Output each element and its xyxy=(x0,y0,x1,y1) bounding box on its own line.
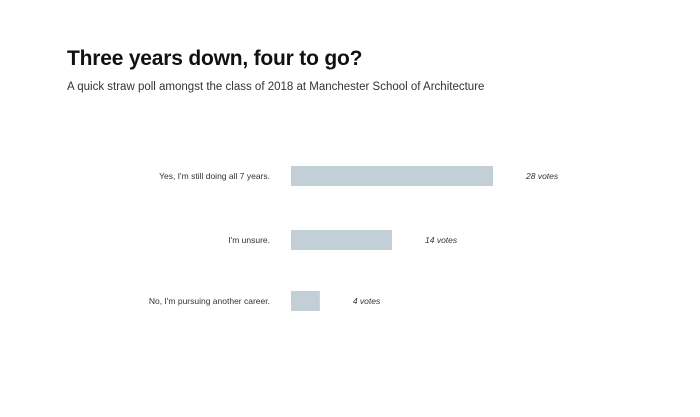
category-label: I'm unsure. xyxy=(228,235,270,245)
vote-count-label: 14 votes xyxy=(425,235,458,245)
vote-count-label: 28 votes xyxy=(525,171,559,181)
bar xyxy=(291,166,493,186)
chart-title: Three years down, four to go? xyxy=(67,47,363,70)
category-label: No, I'm pursuing another career. xyxy=(149,296,270,306)
chart-subtitle: A quick straw poll amongst the class of … xyxy=(67,81,485,93)
bar xyxy=(291,291,320,311)
bar xyxy=(291,230,392,250)
vote-count-label: 4 votes xyxy=(353,296,381,306)
category-label: Yes, I'm still doing all 7 years. xyxy=(159,171,270,181)
